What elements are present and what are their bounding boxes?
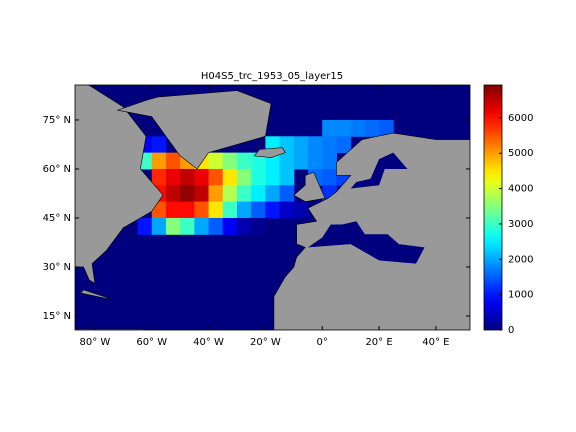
- field-cell: [194, 168, 210, 186]
- map: [75, 85, 470, 330]
- y-tick-label: 45° N: [43, 213, 71, 224]
- field-cell: [180, 201, 195, 219]
- field-cell: [236, 201, 252, 219]
- field-cell: [208, 152, 224, 170]
- field-cell: [293, 136, 309, 154]
- field-cell: [222, 168, 238, 186]
- land-iceland: [253, 147, 286, 158]
- field-cell: [251, 185, 266, 203]
- y-tick-label: 60° N: [43, 164, 71, 175]
- field-cell: [251, 168, 266, 186]
- y-tick-label: 75° N: [43, 115, 71, 126]
- field-cell: [222, 201, 238, 219]
- field-cell: [322, 168, 337, 186]
- land-british-isles: [293, 171, 326, 202]
- axes: 80° W 60° W 40° W 20° W 0° 20° E 40° E 15° N 30°…: [43, 84, 533, 348]
- field-cell: [165, 217, 181, 235]
- field-cell: [180, 168, 195, 186]
- field-cell: [279, 185, 295, 203]
- colorbar-tick-label: 0: [508, 325, 514, 336]
- axes-frame: [74, 84, 471, 331]
- x-tick-label: 80° W: [79, 337, 110, 348]
- colorbar-tick-label: 4000: [508, 184, 533, 195]
- x-tick-label: 40° E: [422, 337, 449, 348]
- field-cell: [208, 168, 224, 186]
- field-cell: [308, 136, 323, 154]
- field-cell: [151, 217, 167, 235]
- field-cell: [222, 152, 238, 170]
- field-cell: [279, 201, 295, 219]
- field-cell: [151, 152, 167, 170]
- field-cell: [279, 168, 295, 186]
- land-eurasia-africa: [273, 132, 470, 330]
- field-cell: [194, 217, 210, 235]
- field-cell: [222, 217, 238, 235]
- field-cell: [165, 185, 181, 203]
- colorbar-tick-label: 5000: [508, 148, 533, 159]
- field-cell: [265, 168, 281, 186]
- field-cell: [350, 119, 366, 137]
- x-tick-label: 20° E: [365, 337, 392, 348]
- field-cell: [308, 152, 323, 170]
- field-cell: [151, 168, 167, 186]
- mediterranean: [308, 221, 425, 264]
- field-cell: [180, 217, 195, 235]
- field-cell: [336, 136, 352, 154]
- field-cell: [293, 201, 309, 219]
- y-tick-label: 15° N: [43, 311, 71, 322]
- field-cell: [236, 152, 252, 170]
- colorbar-tick-label: 1000: [508, 290, 533, 301]
- field-cell: [265, 201, 281, 219]
- field-cell: [137, 217, 153, 235]
- field-cell: [279, 152, 295, 170]
- x-tick-label: 60° W: [136, 337, 167, 348]
- field-cell: [165, 152, 181, 170]
- field-cell: [151, 136, 167, 154]
- field-cell: [165, 201, 181, 219]
- field-cell: [208, 185, 224, 203]
- baltic: [350, 152, 408, 189]
- field-cell: [165, 168, 181, 186]
- field-cell: [251, 201, 266, 219]
- field-cell: [236, 168, 252, 186]
- field-cell: [336, 119, 352, 137]
- field-cell: [265, 185, 281, 203]
- map-title: H04S5_trc_1953_05_layer15: [201, 71, 343, 82]
- land-greenland: [116, 90, 272, 170]
- colorbar-tick-label: 6000: [508, 113, 533, 124]
- field-cell: [364, 119, 380, 137]
- land-north-america: [75, 85, 164, 284]
- field-cell: [293, 152, 309, 170]
- field-cell: [322, 119, 337, 137]
- field-cell: [236, 185, 252, 203]
- colorbar-tick-label: 3000: [508, 219, 533, 230]
- x-tick-label: 20° W: [250, 337, 281, 348]
- colorbar: [483, 84, 503, 331]
- colorbar-tick-label: 2000: [508, 254, 533, 265]
- field-cell: [222, 185, 238, 203]
- field-cell: [251, 217, 266, 235]
- x-tick-label: 0°: [317, 337, 328, 348]
- field-cell: [236, 217, 252, 235]
- field-cell: [194, 201, 210, 219]
- land-cuba: [80, 289, 113, 300]
- field-cell: [322, 152, 337, 170]
- field-cell: [322, 136, 337, 154]
- field-cell: [180, 185, 195, 203]
- field-cell: [208, 201, 224, 219]
- y-tick-label: 30° N: [43, 262, 71, 273]
- x-tick-label: 40° W: [193, 337, 224, 348]
- field-cell: [208, 217, 224, 235]
- field-cell: [379, 119, 394, 137]
- field-cell: [194, 185, 210, 203]
